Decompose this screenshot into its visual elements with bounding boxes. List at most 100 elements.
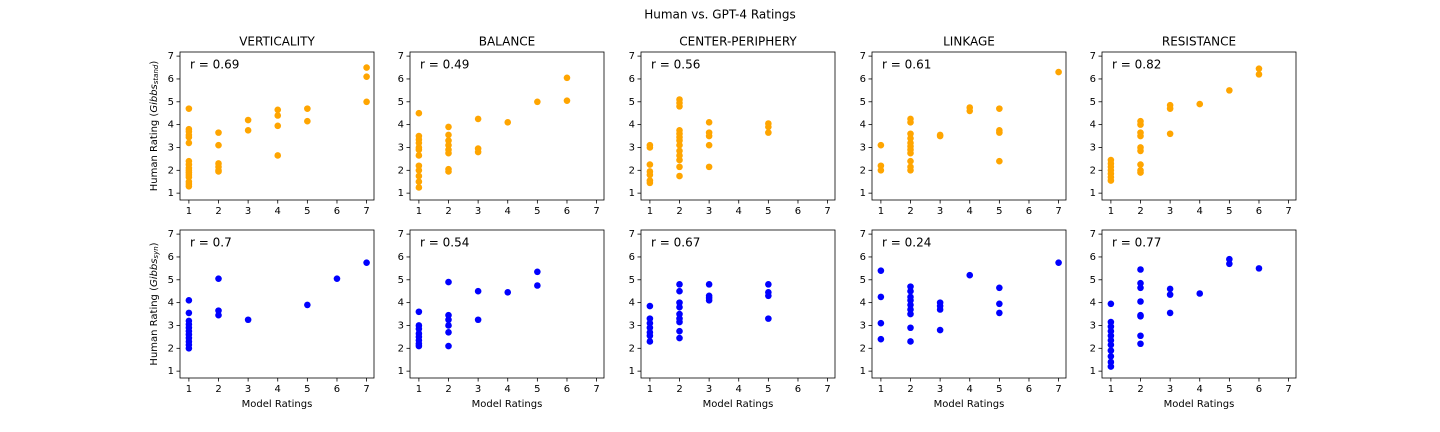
x-tick-label: 2 xyxy=(445,384,451,395)
x-tick-label: 7 xyxy=(363,206,369,217)
point xyxy=(676,103,683,110)
annotation: r = 0.69 xyxy=(190,58,239,72)
axes-frame xyxy=(1101,51,1297,201)
x-axis-label: Model Ratings xyxy=(242,399,313,410)
x-tick-label: 3 xyxy=(1167,384,1173,395)
x-tick-label: 1 xyxy=(878,206,884,217)
x-tick-label: 3 xyxy=(475,384,481,395)
x-tick-label: 6 xyxy=(564,206,570,217)
point xyxy=(445,137,452,144)
y-tick-label: 7 xyxy=(168,51,174,62)
x-tick-label: 7 xyxy=(1055,384,1061,395)
annotation: r = 0.7 xyxy=(190,236,232,250)
y-tick-label: 4 xyxy=(860,120,866,131)
y-tick-label: 2 xyxy=(398,165,404,176)
y-tick-label: 7 xyxy=(1090,229,1096,240)
annotation: r = 0.67 xyxy=(651,236,700,250)
y-tick-label: 4 xyxy=(398,298,404,309)
point xyxy=(676,327,683,335)
x-tick-label: 6 xyxy=(1256,206,1262,217)
point xyxy=(676,287,683,295)
x-tick-label: 1 xyxy=(647,206,653,217)
y-tick-label: 2 xyxy=(1090,165,1096,176)
x-tick-label: 5 xyxy=(1226,206,1232,217)
x-tick-label: 7 xyxy=(593,206,599,217)
point xyxy=(996,157,1003,165)
y-axis-label-part: Human Rating ( xyxy=(149,287,160,366)
y-tick-label: 3 xyxy=(168,142,174,153)
subplot-title: LINKAGE xyxy=(943,35,995,49)
point xyxy=(676,147,683,155)
point xyxy=(244,316,252,324)
point xyxy=(415,162,423,170)
y-tick-label: 1 xyxy=(168,366,174,377)
figure-title: Human vs. GPT-4 Ratings xyxy=(644,8,796,22)
point xyxy=(304,105,311,112)
x-tick-label: 4 xyxy=(505,206,511,217)
point xyxy=(1107,353,1115,360)
point xyxy=(765,315,772,322)
point xyxy=(415,109,423,117)
point xyxy=(907,310,914,318)
axes-frame xyxy=(409,51,605,201)
point xyxy=(474,287,482,295)
point xyxy=(1137,266,1144,273)
x-tick-label: 7 xyxy=(363,384,369,395)
point xyxy=(907,135,914,142)
y-axis-label-part: ) xyxy=(149,242,160,246)
point xyxy=(445,316,452,324)
axes-frame xyxy=(871,51,1067,201)
y-tick-label: 1 xyxy=(629,366,635,377)
subplot-title: RESISTANCE xyxy=(1162,35,1236,49)
y-tick-label: 5 xyxy=(398,275,404,286)
y-tick-label: 4 xyxy=(1090,120,1096,131)
point xyxy=(1196,100,1204,108)
point xyxy=(274,112,282,119)
point xyxy=(907,157,914,165)
point xyxy=(274,152,282,159)
x-tick-label: 1 xyxy=(186,384,192,395)
point xyxy=(1055,68,1062,76)
y-tick-label: 7 xyxy=(168,229,174,240)
y-tick-label: 4 xyxy=(168,298,174,309)
point xyxy=(646,332,654,340)
point xyxy=(415,184,423,191)
y-tick-label: 4 xyxy=(398,120,404,131)
x-tick-label: 1 xyxy=(416,384,422,395)
point xyxy=(534,268,541,276)
point xyxy=(363,64,370,71)
point xyxy=(996,105,1003,112)
y-tick-label: 1 xyxy=(398,188,404,199)
point xyxy=(185,139,193,147)
x-tick-label: 3 xyxy=(245,384,251,395)
y-tick-label: 7 xyxy=(398,229,404,240)
y-axis-label: Human Rating (Gibbssyn) xyxy=(149,242,160,365)
point xyxy=(445,131,452,139)
x-tick-label: 4 xyxy=(505,384,511,395)
point xyxy=(1137,279,1144,287)
point xyxy=(877,167,885,174)
point xyxy=(907,338,914,345)
y-tick-label: 2 xyxy=(1090,343,1096,354)
point xyxy=(185,133,193,141)
x-tick-label: 4 xyxy=(275,384,281,395)
point xyxy=(877,162,885,170)
point xyxy=(445,322,452,329)
x-axis-label: Model Ratings xyxy=(1164,399,1235,410)
x-tick-label: 1 xyxy=(878,384,884,395)
y-tick-label: 6 xyxy=(1090,252,1096,263)
point xyxy=(936,326,944,334)
y-tick-label: 4 xyxy=(168,120,174,131)
point xyxy=(1137,121,1144,128)
point xyxy=(1166,309,1174,317)
point xyxy=(363,73,370,80)
y-axis-label-part: Gibbs xyxy=(149,84,160,112)
y-tick-label: 5 xyxy=(1090,275,1096,286)
y-tick-label: 5 xyxy=(860,97,866,108)
y-tick-label: 6 xyxy=(168,74,174,85)
point xyxy=(274,106,282,114)
x-tick-label: 4 xyxy=(1197,206,1203,217)
y-tick-label: 2 xyxy=(860,165,866,176)
x-tick-label: 6 xyxy=(564,384,570,395)
